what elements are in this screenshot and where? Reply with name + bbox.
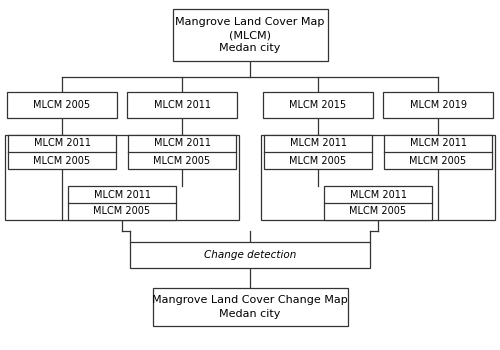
FancyBboxPatch shape xyxy=(68,186,176,220)
Text: MLCM 2005: MLCM 2005 xyxy=(290,155,346,166)
Text: MLCM 2005: MLCM 2005 xyxy=(34,155,90,166)
Text: MLCM 2011: MLCM 2011 xyxy=(350,189,406,200)
FancyBboxPatch shape xyxy=(152,288,348,326)
FancyBboxPatch shape xyxy=(7,92,117,118)
Text: MLCM 2011: MLCM 2011 xyxy=(290,139,346,148)
Text: MLCM 2005: MLCM 2005 xyxy=(410,155,467,166)
FancyBboxPatch shape xyxy=(8,135,116,169)
FancyBboxPatch shape xyxy=(130,242,370,268)
Text: MLCM 2015: MLCM 2015 xyxy=(290,100,346,110)
Text: MLCM 2005: MLCM 2005 xyxy=(154,155,210,166)
FancyBboxPatch shape xyxy=(128,135,236,169)
Text: Mangrove Land Cover Change Map
Medan city: Mangrove Land Cover Change Map Medan cit… xyxy=(152,295,348,318)
FancyBboxPatch shape xyxy=(324,186,432,220)
Text: MLCM 2011: MLCM 2011 xyxy=(94,189,150,200)
Text: MLCM 2005: MLCM 2005 xyxy=(34,100,90,110)
Text: MLCM 2005: MLCM 2005 xyxy=(94,206,150,217)
FancyBboxPatch shape xyxy=(264,135,372,169)
Text: MLCM 2019: MLCM 2019 xyxy=(410,100,467,110)
Text: Change detection: Change detection xyxy=(204,250,296,260)
Text: MLCM 2011: MLCM 2011 xyxy=(410,139,467,148)
Text: MLCM 2005: MLCM 2005 xyxy=(350,206,406,217)
FancyBboxPatch shape xyxy=(263,92,373,118)
FancyBboxPatch shape xyxy=(384,135,492,169)
Text: MLCM 2011: MLCM 2011 xyxy=(154,139,210,148)
FancyBboxPatch shape xyxy=(383,92,493,118)
FancyBboxPatch shape xyxy=(172,9,328,61)
Text: Mangrove Land Cover Map
(MLCM)
Medan city: Mangrove Land Cover Map (MLCM) Medan cit… xyxy=(176,17,324,53)
Text: MLCM 2011: MLCM 2011 xyxy=(154,100,210,110)
Text: MLCM 2011: MLCM 2011 xyxy=(34,139,90,148)
FancyBboxPatch shape xyxy=(127,92,237,118)
